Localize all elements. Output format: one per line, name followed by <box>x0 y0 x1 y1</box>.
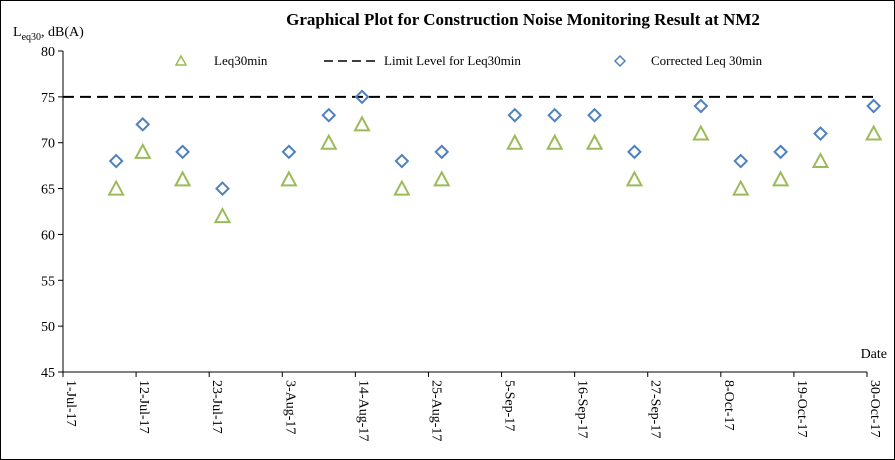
corrected-leq30min-point <box>507 107 523 123</box>
corrected-leq30min-point <box>434 144 450 160</box>
leq30min-point <box>107 179 125 196</box>
legend-leq30min-label: Leq30min <box>214 53 268 68</box>
x-tick-label: 14-Aug-17 <box>355 380 370 441</box>
corrected-leq30min-point <box>108 153 124 169</box>
leq30min-point <box>433 170 451 187</box>
leq30min-point <box>692 124 710 141</box>
corrected-leq30min-point <box>135 116 151 132</box>
axes: 45 50 55 60 65 70 75 80 1-Jul-17 12-Jul-17 23-Jul-… <box>41 45 882 441</box>
leq30min-point <box>771 170 790 187</box>
y-tick-label: 50 <box>41 320 55 335</box>
x-tick-label: 30-Oct-17 <box>867 380 882 438</box>
corrected-leq30min-point <box>281 144 297 160</box>
corrected-leq30min-point <box>354 89 370 105</box>
leq30min-point <box>546 133 564 150</box>
legend-corrected-marker <box>613 54 627 68</box>
corrected-leq30min-point <box>866 98 882 114</box>
y-tick-label: 65 <box>41 183 55 198</box>
leq30min-point <box>280 170 298 187</box>
chart-title: Graphical Plot for Construction Noise Mo… <box>286 10 760 29</box>
y-tick-label: 75 <box>41 91 55 106</box>
y-tick-label: 60 <box>41 228 55 243</box>
x-tick-label: 19-Oct-17 <box>794 380 809 438</box>
y-axis-label: Leq30, dB(A) <box>13 25 84 43</box>
corrected-leq30min-point <box>547 107 563 123</box>
x-tick-label: 16-Sep-17 <box>575 380 590 438</box>
corrected-leq30min-point <box>587 107 602 123</box>
corrected-leq30min-point <box>813 126 828 141</box>
corrected-leq30min-point <box>627 144 642 160</box>
y-tick-label: 80 <box>41 45 55 60</box>
leq30min-point <box>393 179 411 196</box>
leq30min-point <box>320 133 338 150</box>
legend: Leq30min Limit Level for Leq30min Correc… <box>174 53 763 68</box>
x-tick-label: 1-Jul-17 <box>63 380 78 427</box>
corrected-leq30min-point <box>175 144 191 160</box>
leq30min-point <box>134 142 152 159</box>
x-tick-label: 25-Aug-17 <box>428 380 443 441</box>
x-tick-label: 5-Sep-17 <box>502 380 517 431</box>
y-tick-label: 70 <box>41 137 55 152</box>
corrected-leq30min-point <box>215 181 230 196</box>
legend-limit-label: Limit Level for Leq30min <box>384 53 521 68</box>
leq30min-point <box>625 170 644 187</box>
y-tick-label: 45 <box>41 366 55 381</box>
corrected-leq30min-point <box>321 107 337 123</box>
legend-corrected-label: Corrected Leq 30min <box>651 53 763 68</box>
corrected-leq30min-point <box>773 144 789 160</box>
x-tick-label: 27-Sep-17 <box>648 380 663 438</box>
x-tick-label: 23-Jul-17 <box>209 380 224 434</box>
x-tick-label: 8-Oct-17 <box>721 380 736 431</box>
legend-leq30min-marker <box>174 54 188 66</box>
corrected-leq30min-point <box>733 153 749 169</box>
leq30min-point <box>506 133 524 150</box>
leq30min-point <box>864 124 883 141</box>
data-marks <box>107 89 883 224</box>
leq30min-point <box>811 151 830 169</box>
x-tick-label: 3-Aug-17 <box>282 380 297 434</box>
leq30min-point <box>732 179 750 196</box>
leq30min-point <box>353 115 371 132</box>
leq30min-point <box>213 206 232 224</box>
corrected-leq30min-point <box>394 153 410 169</box>
leq30min-point <box>585 133 604 150</box>
y-tick-label: 55 <box>41 274 55 289</box>
leq30min-point <box>173 170 192 187</box>
corrected-leq30min-point <box>693 98 709 114</box>
x-tick-label: 12-Jul-17 <box>136 380 151 434</box>
x-axis-label: Date <box>861 347 887 362</box>
